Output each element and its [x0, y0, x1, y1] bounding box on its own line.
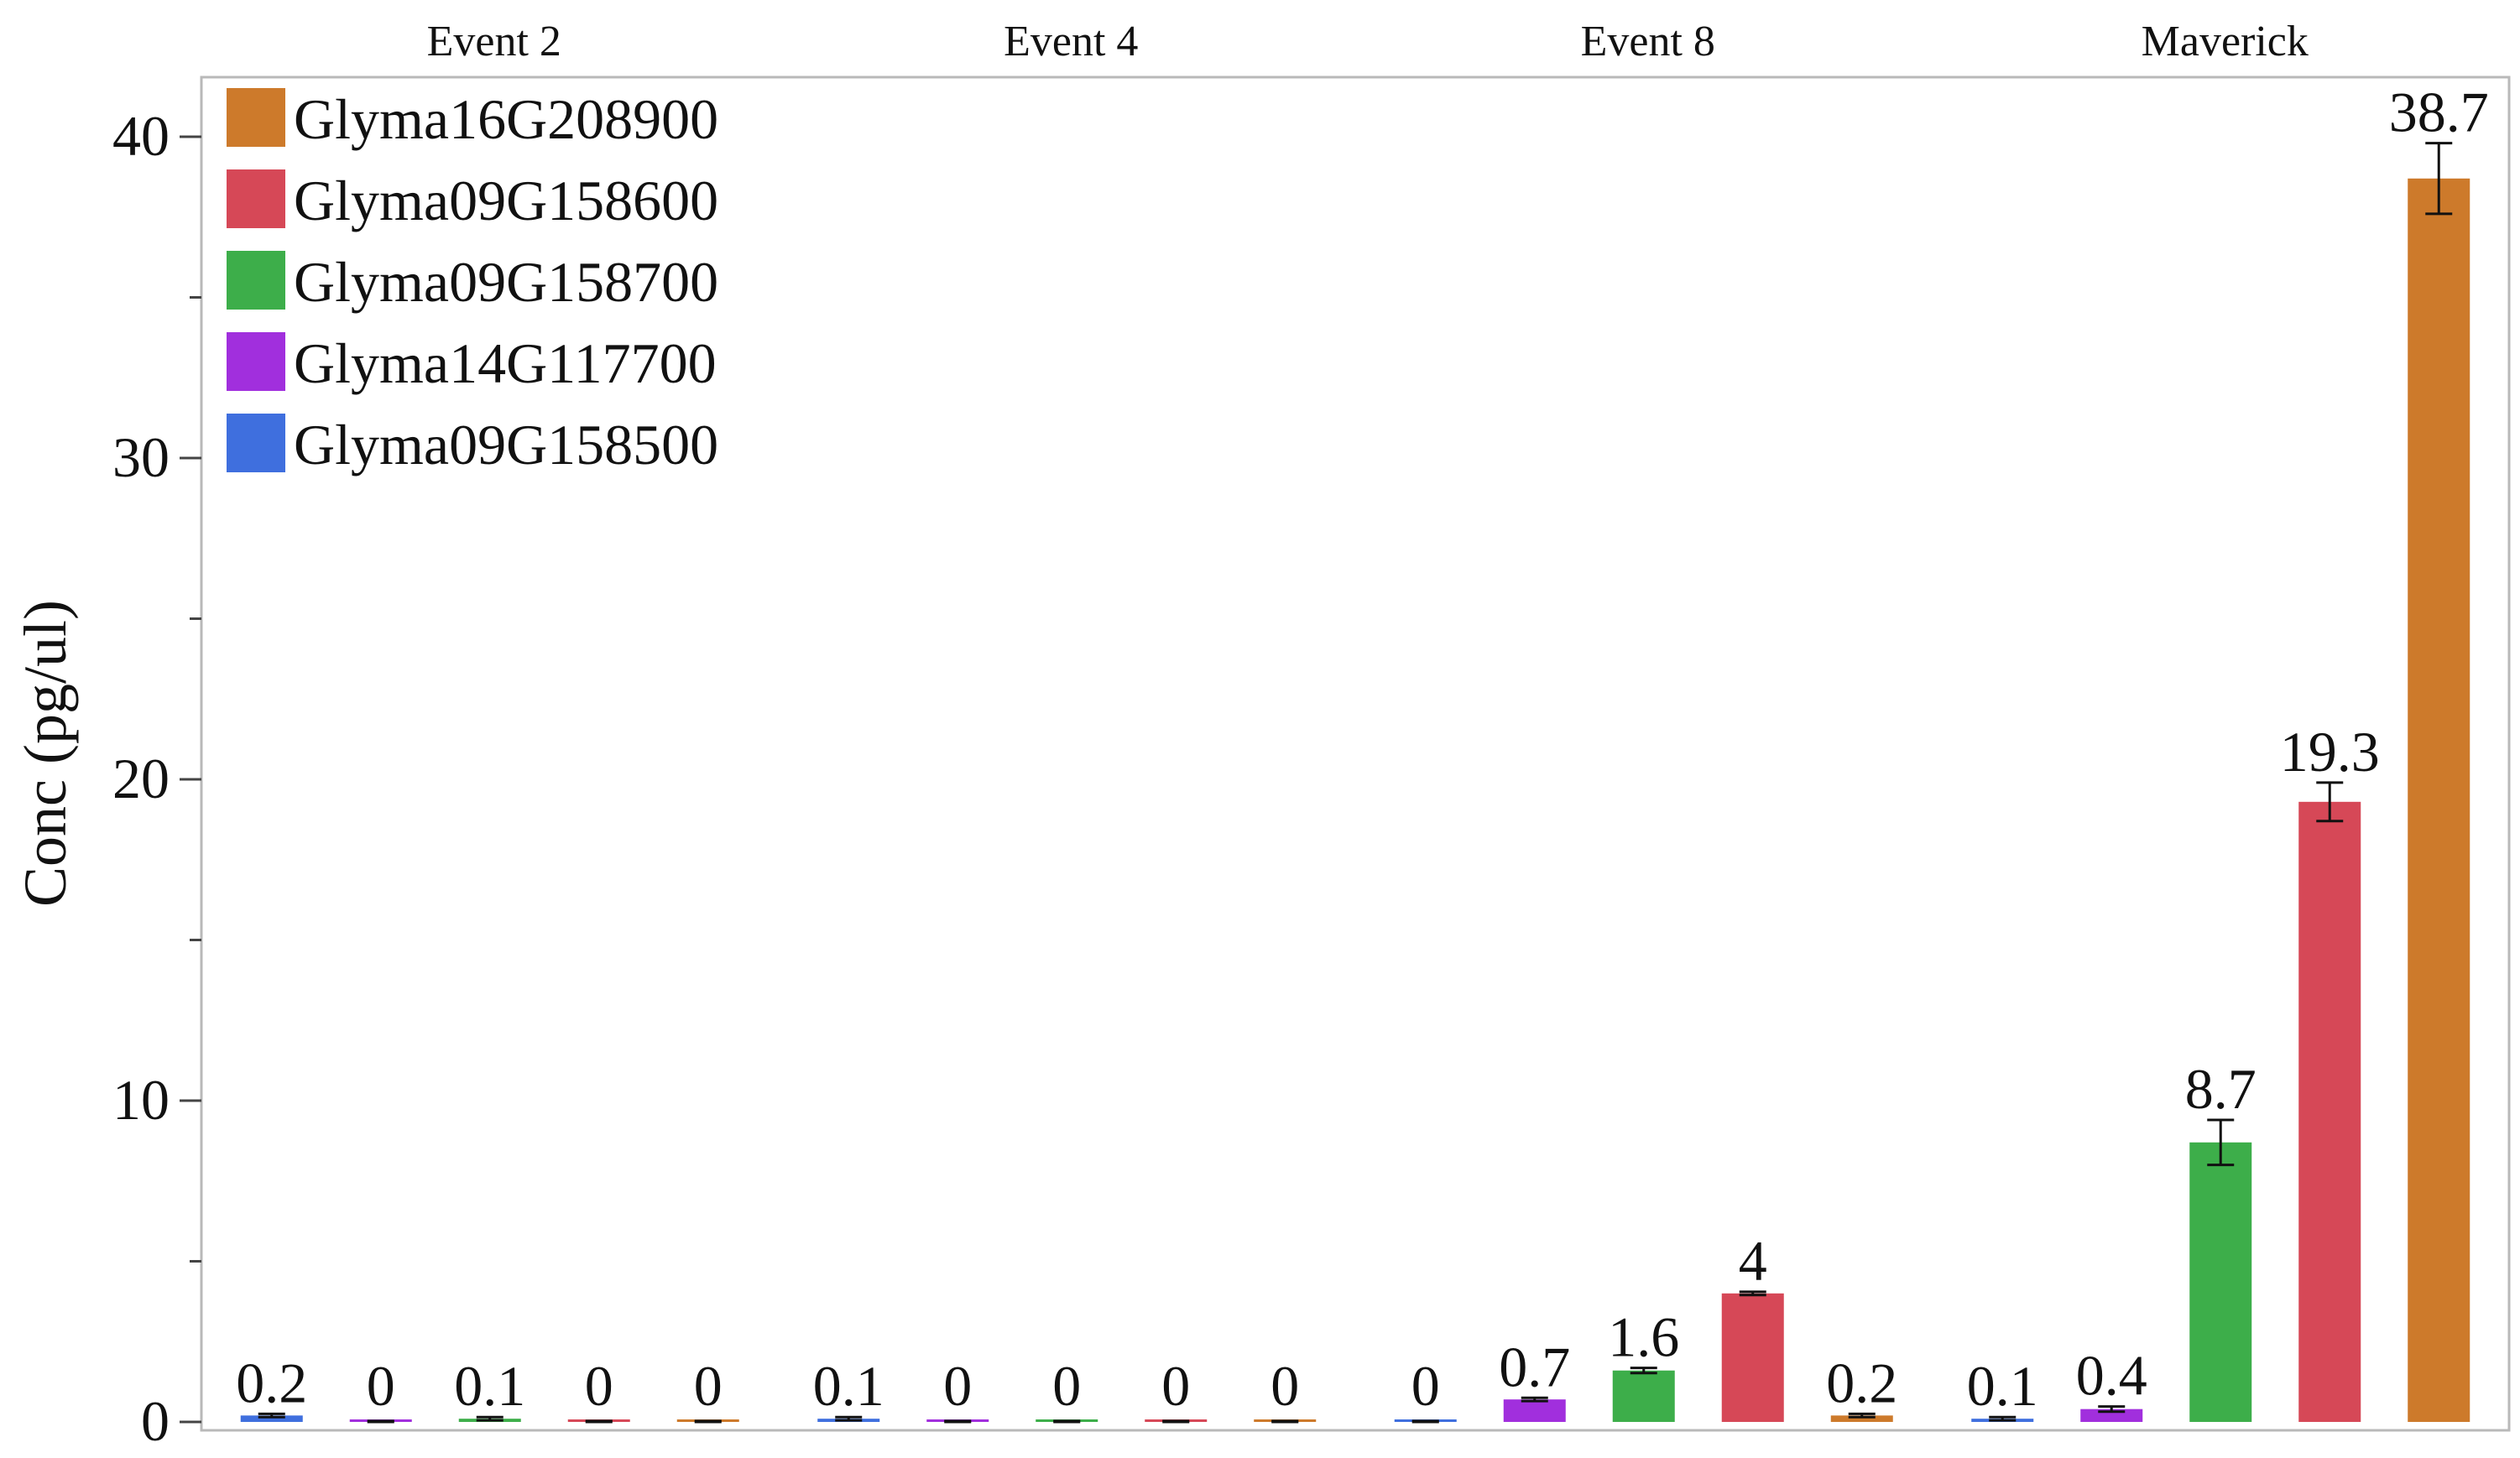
- bar: [240, 1415, 303, 1422]
- bar: [1721, 1293, 1784, 1422]
- data-label: 0.2: [1826, 1351, 1897, 1414]
- bar: [1503, 1399, 1566, 1422]
- y-tick-label: 10: [112, 1068, 170, 1132]
- legend-swatch: [227, 332, 285, 391]
- y-axis: 0 10 20 30 40: [112, 77, 203, 1453]
- data-label: 19.3: [2280, 720, 2380, 784]
- data-label: 0.2: [236, 1351, 307, 1414]
- bar: [2080, 1409, 2143, 1422]
- legend-label: Glyma14G117700: [294, 331, 717, 395]
- data-label: 0: [943, 1354, 972, 1418]
- data-label: 0: [1052, 1354, 1081, 1418]
- data-label: 8.7: [2185, 1057, 2257, 1121]
- bar: [2298, 801, 2361, 1422]
- group-label: Event 2: [427, 18, 561, 65]
- data-label: 1.6: [1608, 1305, 1679, 1369]
- data-label: 0.4: [2076, 1344, 2147, 1408]
- bar: [1830, 1415, 1893, 1422]
- bar: [2189, 1142, 2252, 1422]
- value-labels-layer: 0.2 0 0.1 0 0 0.1 0 0 0 0 0 0.7 1.6 4 0.2 0.1 0.4 8.7 19.3…: [236, 81, 2489, 1418]
- data-label: 0.1: [813, 1354, 884, 1418]
- legend-label: Glyma09G158600: [294, 169, 718, 232]
- legend: Glyma16G208900 Glyma09G158600 Glyma09G1587…: [227, 87, 718, 476]
- bar: [1612, 1370, 1675, 1422]
- data-label: 0: [367, 1354, 395, 1418]
- group-labels: Event 2 Event 4 Event 8 Maverick: [427, 18, 2309, 65]
- legend-label: Glyma09G158500: [294, 413, 718, 476]
- data-label: 0: [1161, 1354, 1190, 1418]
- legend-swatch: [227, 251, 285, 310]
- group-label: Maverick: [2142, 18, 2309, 65]
- data-label: 38.7: [2389, 81, 2489, 144]
- legend-swatch: [227, 414, 285, 472]
- legend-swatch: [227, 88, 285, 147]
- y-tick-label: 30: [112, 425, 170, 489]
- data-label: 0: [1270, 1354, 1299, 1418]
- error-bars-layer: [258, 142, 2453, 1424]
- legend-swatch: [227, 169, 285, 228]
- bar: [2408, 178, 2470, 1422]
- y-tick-label: 0: [141, 1389, 170, 1453]
- legend-label: Glyma09G158700: [294, 250, 718, 314]
- group-label: Event 4: [1004, 18, 1138, 65]
- y-axis-title: Conc (pg/ul): [12, 600, 79, 907]
- data-label: 4: [1739, 1229, 1767, 1293]
- data-label: 0.1: [1967, 1354, 2038, 1418]
- y-tick-label: 20: [112, 747, 170, 810]
- legend-label: Glyma16G208900: [294, 87, 718, 151]
- data-label: 0.1: [454, 1354, 525, 1418]
- data-label: 0: [694, 1354, 723, 1418]
- data-label: 0: [585, 1354, 613, 1418]
- bars-layer: [240, 178, 2470, 1422]
- data-label: 0: [1411, 1354, 1440, 1418]
- data-label: 0.7: [1499, 1335, 1570, 1398]
- group-label: Event 8: [1581, 18, 1715, 65]
- y-tick-label: 40: [112, 104, 170, 168]
